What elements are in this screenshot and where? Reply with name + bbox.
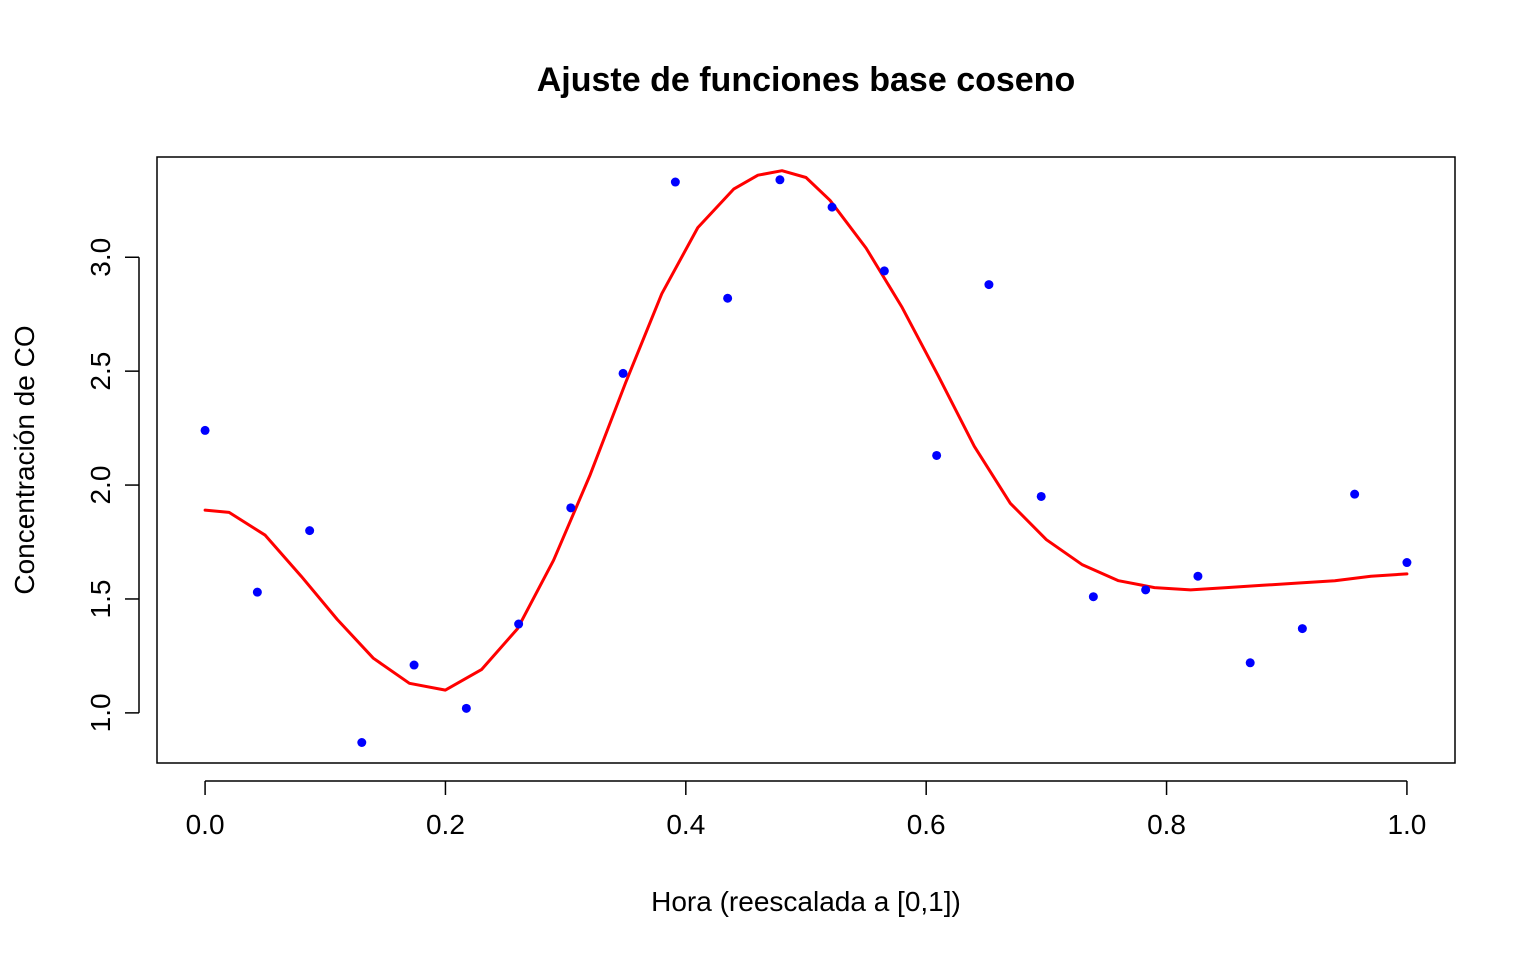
data-point [1402, 558, 1412, 568]
data-points-layer [200, 175, 1412, 747]
data-point [1193, 571, 1203, 581]
x-tick-label: 0.4 [666, 809, 705, 840]
fit-line [203, 169, 1409, 692]
y-tick-label: 2.5 [85, 352, 116, 391]
data-point [984, 280, 994, 290]
data-point [1036, 491, 1046, 501]
data-point [1350, 489, 1360, 499]
data-point [618, 368, 628, 378]
y-tick-label: 3.0 [85, 238, 116, 277]
fit-line-layer [203, 169, 1409, 692]
data-point [461, 703, 471, 713]
data-point [305, 526, 315, 536]
data-point [932, 450, 942, 460]
y-axis: 1.0 1.5 2.0 2.5 3.0 [85, 238, 140, 732]
x-tick-label: 0.0 [186, 809, 225, 840]
y-axis-label: Concentración de CO [9, 325, 40, 594]
data-point [670, 177, 680, 187]
plot-frame [156, 156, 1456, 764]
y-tick-label: 1.5 [85, 580, 116, 619]
x-axis: 0.0 0.2 0.4 0.6 0.8 1.0 [186, 780, 1426, 840]
data-point [1088, 592, 1098, 602]
data-point [1297, 624, 1307, 634]
data-point [1245, 658, 1255, 668]
x-tick-label: 0.2 [426, 809, 465, 840]
x-tick-label: 0.6 [907, 809, 946, 840]
data-point [200, 425, 210, 435]
y-tick-label: 2.0 [85, 466, 116, 505]
data-point [827, 202, 837, 212]
x-axis-label: Hora (reescalada a [0,1]) [651, 886, 961, 917]
data-point [409, 660, 419, 670]
data-point [775, 175, 785, 185]
data-point [723, 293, 733, 303]
y-tick-label: 1.0 [85, 693, 116, 732]
data-point [357, 737, 367, 747]
chart-title: Ajuste de funciones base coseno [537, 61, 1075, 99]
x-tick-label: 0.8 [1147, 809, 1186, 840]
data-point [566, 503, 576, 513]
data-point [1141, 585, 1151, 595]
data-point [879, 266, 889, 276]
data-point [252, 587, 262, 597]
x-tick-label: 1.0 [1387, 809, 1426, 840]
data-point [514, 619, 524, 629]
